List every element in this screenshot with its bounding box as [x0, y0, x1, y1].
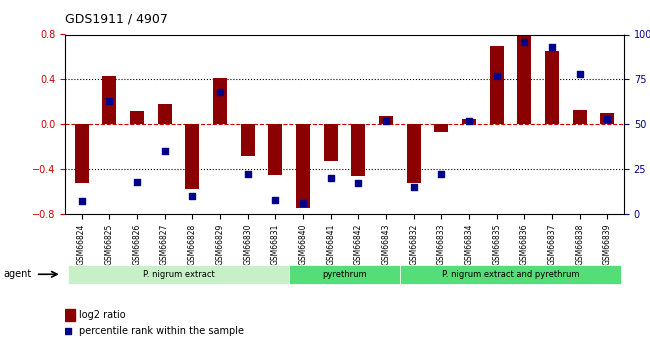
Bar	[268, 124, 282, 175]
Bar	[407, 124, 421, 183]
Bar	[434, 124, 448, 132]
Bar	[240, 124, 255, 156]
Point	[464, 118, 474, 124]
Bar	[185, 124, 199, 189]
Point	[491, 73, 502, 79]
Bar	[601, 113, 614, 124]
Point	[381, 118, 391, 124]
Point	[575, 71, 585, 77]
Point	[187, 193, 198, 199]
Point	[159, 148, 170, 154]
Bar	[379, 116, 393, 124]
Point	[326, 175, 336, 181]
Bar	[213, 78, 227, 124]
Point	[408, 184, 419, 190]
Text: P. nigrum extract: P. nigrum extract	[142, 270, 214, 279]
Point	[242, 172, 253, 177]
Bar	[462, 119, 476, 124]
Point	[62, 328, 73, 334]
Point	[547, 44, 557, 50]
Bar	[324, 124, 337, 161]
Bar	[75, 124, 88, 183]
Bar	[130, 111, 144, 124]
Text: percentile rank within the sample: percentile rank within the sample	[79, 326, 244, 336]
FancyBboxPatch shape	[400, 265, 621, 284]
Point	[214, 89, 225, 95]
Bar	[573, 110, 587, 124]
Text: pyrethrum: pyrethrum	[322, 270, 367, 279]
Bar	[102, 76, 116, 124]
Point	[132, 179, 142, 184]
Text: log2 ratio: log2 ratio	[79, 310, 125, 320]
Bar	[65, 309, 75, 321]
Bar	[545, 51, 559, 124]
Point	[77, 199, 87, 204]
Bar	[490, 46, 504, 124]
Text: agent: agent	[3, 269, 31, 279]
Point	[270, 197, 281, 202]
Point	[602, 116, 612, 121]
Point	[298, 200, 308, 206]
Text: P. nigrum extract and pyrethrum: P. nigrum extract and pyrethrum	[442, 270, 579, 279]
Bar	[517, 34, 531, 124]
Bar	[296, 124, 310, 208]
Bar	[352, 124, 365, 176]
FancyBboxPatch shape	[289, 265, 400, 284]
Text: GDS1911 / 4907: GDS1911 / 4907	[65, 12, 168, 25]
Point	[519, 39, 530, 45]
Point	[353, 181, 363, 186]
Bar	[158, 104, 172, 124]
Point	[436, 172, 447, 177]
Point	[104, 98, 114, 104]
FancyBboxPatch shape	[68, 265, 289, 284]
